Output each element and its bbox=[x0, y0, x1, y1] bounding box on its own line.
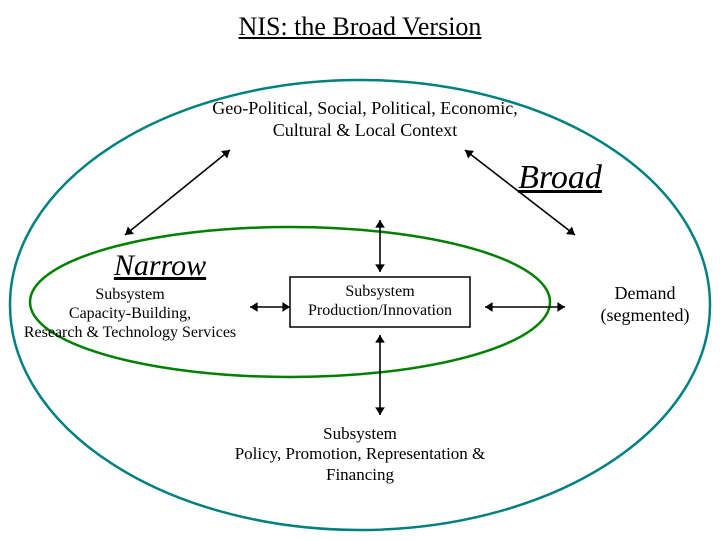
label-context: Geo-Political, Social, Political, Econom… bbox=[205, 98, 525, 141]
label-broad: Broad bbox=[490, 158, 630, 199]
label-narrow: Narrow bbox=[85, 248, 235, 284]
diagram-stage: NIS: the Broad Version Geo-Political, So… bbox=[0, 0, 720, 540]
label-capacity: Subsystem Capacity-Building, Research & … bbox=[0, 285, 270, 343]
label-production: Subsystem Production/Innovation bbox=[285, 282, 475, 320]
label-policy: Subsystem Policy, Promotion, Representat… bbox=[195, 424, 525, 485]
label-demand: Demand (segmented) bbox=[575, 283, 715, 326]
